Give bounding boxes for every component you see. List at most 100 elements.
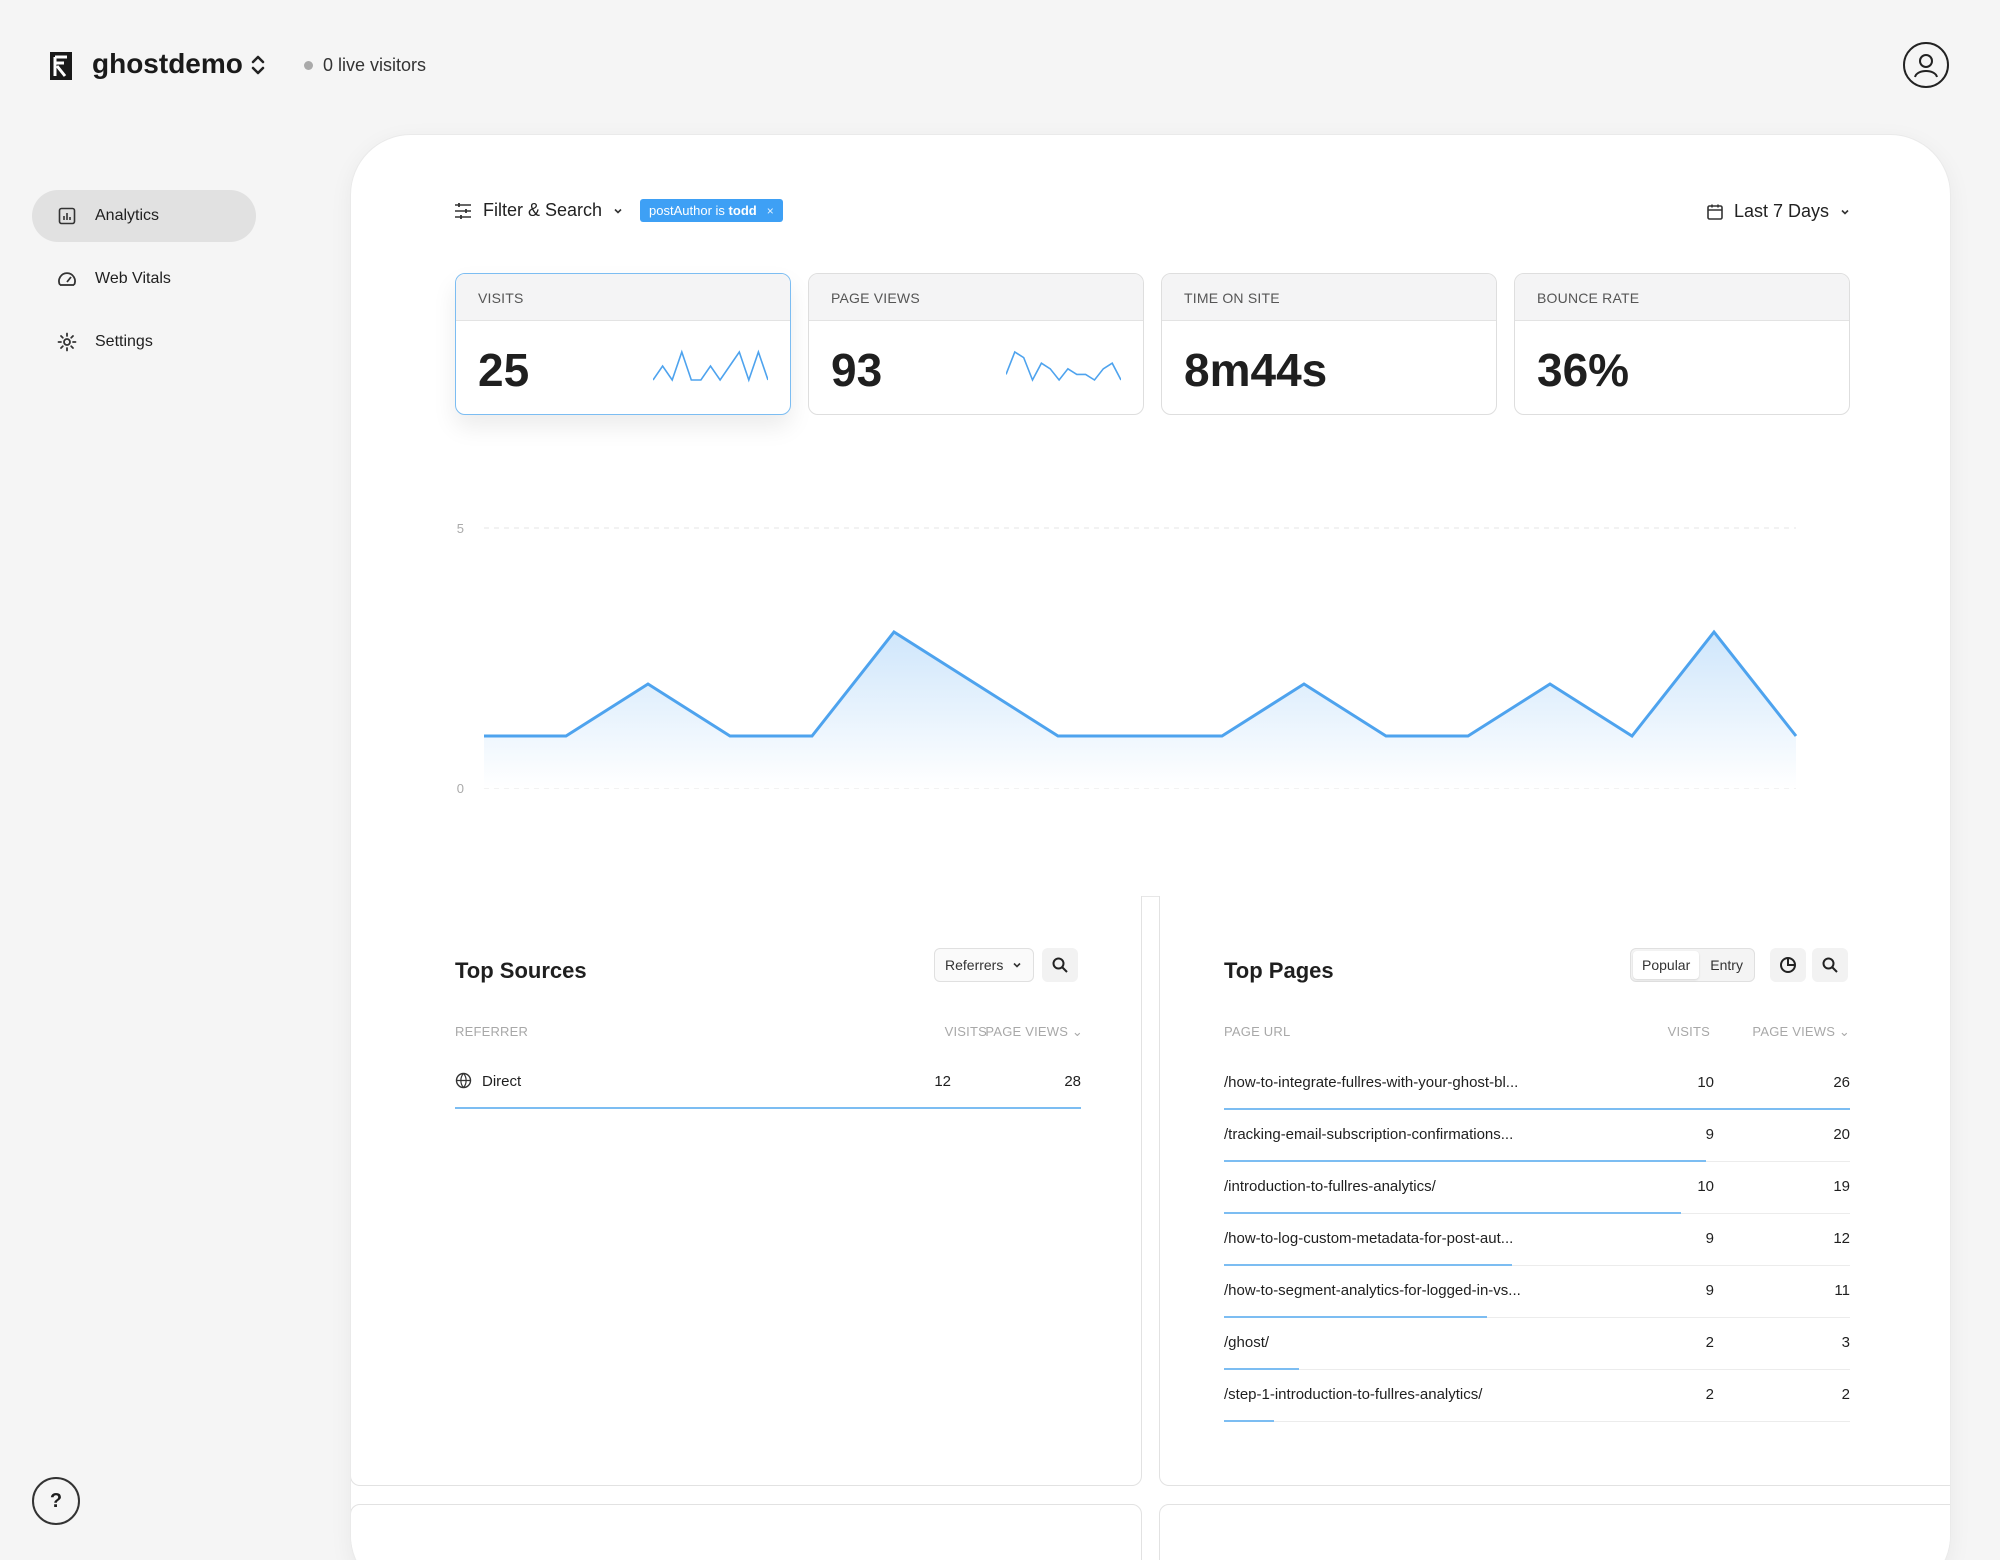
- tab-entry[interactable]: Entry: [1710, 957, 1743, 973]
- bottom-panel-left: [351, 1504, 1142, 1560]
- filter-search-label: Filter & Search: [483, 200, 603, 220]
- data-point[interactable]: [1134, 730, 1146, 742]
- pie-chart-icon: [1780, 957, 1796, 973]
- column-header-visits: VISITS: [1667, 1024, 1710, 1039]
- live-visitors: 0 live visitors: [304, 55, 426, 76]
- sidebar-item-settings[interactable]: Settings: [32, 316, 256, 368]
- column-header-page-url: PAGE URL: [1224, 1024, 1291, 1039]
- visits-value: 2: [1705, 1334, 1714, 1351]
- fullres-logo-icon[interactable]: [48, 50, 74, 82]
- page-views-value: 20: [1833, 1126, 1850, 1143]
- search-sources-button[interactable]: [1042, 948, 1078, 982]
- main-content: Filter & Search postAuthor is todd × Las…: [351, 135, 1950, 1560]
- sidebar-item-analytics[interactable]: Analytics: [32, 190, 256, 242]
- user-icon: [1914, 54, 1938, 78]
- close-icon[interactable]: ×: [766, 203, 774, 218]
- y-tick-label: 5: [457, 521, 464, 536]
- sidebar-item-label: Settings: [95, 333, 153, 350]
- chevron-down-icon: [1013, 962, 1021, 968]
- column-header-page-views[interactable]: PAGE VIEWS ⌄: [979, 1024, 1083, 1040]
- data-point[interactable]: [888, 626, 900, 638]
- data-point[interactable]: [1462, 730, 1474, 742]
- stat-value: 8m44s: [1184, 344, 1328, 396]
- stat-label: BOUNCE RATE: [1515, 274, 1849, 321]
- search-icon: [1052, 957, 1068, 973]
- area-fill: [484, 632, 1796, 788]
- data-point[interactable]: [1052, 730, 1064, 742]
- live-visitors-label: 0 live visitors: [323, 55, 427, 75]
- data-point[interactable]: [478, 730, 490, 742]
- column-header-page-views[interactable]: PAGE VIEWS ⌄: [1742, 1024, 1850, 1040]
- data-point[interactable]: [806, 730, 818, 742]
- data-point[interactable]: [1790, 730, 1802, 742]
- live-status-dot: [304, 61, 313, 70]
- page-views-value: 12: [1833, 1230, 1850, 1247]
- share-bar: [1224, 1420, 1275, 1422]
- section-divider: [351, 896, 1950, 897]
- table-row[interactable]: /ghost/2 3: [1224, 1318, 1850, 1370]
- data-point[interactable]: [724, 730, 736, 742]
- data-point[interactable]: [642, 678, 654, 690]
- sidebar: Analytics Web Vitals Settings: [32, 190, 256, 379]
- data-point[interactable]: [1544, 678, 1556, 690]
- chevron-down-icon: [1841, 209, 1849, 215]
- visits-chart[interactable]: 05Jul 24Jul 24Jul 25Jul 26Jul 26Jul 29: [441, 485, 1841, 815]
- data-point[interactable]: [1216, 730, 1228, 742]
- data-point[interactable]: [560, 730, 572, 742]
- data-point[interactable]: [1380, 730, 1392, 742]
- chevron-up-down-icon[interactable]: [248, 52, 268, 78]
- stat-card-page-views[interactable]: PAGE VIEWS 93: [808, 273, 1144, 415]
- data-point[interactable]: [1298, 678, 1310, 690]
- page-url: /how-to-segment-analytics-for-logged-in-…: [1224, 1282, 1521, 1299]
- date-range-button[interactable]: Last 7 Days: [1706, 201, 1851, 222]
- table-row[interactable]: /how-to-log-custom-metadata-for-post-aut…: [1224, 1214, 1850, 1266]
- column-header-referrer: REFERRER: [455, 1024, 529, 1039]
- data-point[interactable]: [1708, 626, 1720, 638]
- page-url: /how-to-log-custom-metadata-for-post-aut…: [1224, 1230, 1514, 1247]
- stat-label: TIME ON SITE: [1162, 274, 1496, 321]
- top-bar: ghostdemo 0 live visitors: [0, 0, 2000, 130]
- gauge-icon: [57, 269, 77, 289]
- table-row[interactable]: /how-to-segment-analytics-for-logged-in-…: [1224, 1266, 1850, 1318]
- stat-card-bounce-rate[interactable]: BOUNCE RATE 36%: [1514, 273, 1850, 415]
- site-name[interactable]: ghostdemo: [92, 48, 243, 79]
- page-views-value: 28: [1064, 1073, 1081, 1090]
- page-type-toggle: Popular Entry: [1630, 948, 1755, 982]
- table-row[interactable]: /step-1-introduction-to-fullres-analytic…: [1224, 1370, 1850, 1422]
- filter-chip[interactable]: postAuthor is todd ×: [640, 199, 783, 222]
- stat-card-visits[interactable]: VISITS 25: [455, 273, 791, 415]
- page-url: /ghost/: [1224, 1334, 1270, 1351]
- table-row[interactable]: Direct 12 28: [455, 1057, 1081, 1109]
- share-bar: [455, 1107, 1081, 1109]
- chevron-down-icon: ⌄: [1838, 1024, 1850, 1039]
- referrer-name: Direct: [482, 1073, 522, 1090]
- table-row[interactable]: /introduction-to-fullres-analytics/10 19: [1224, 1162, 1850, 1214]
- data-point[interactable]: [1626, 730, 1638, 742]
- sidebar-item-label: Web Vitals: [95, 270, 171, 287]
- page-url: /introduction-to-fullres-analytics/: [1224, 1178, 1436, 1195]
- stat-card-time-on-site[interactable]: TIME ON SITE 8m44s: [1161, 273, 1497, 415]
- page-url: /tracking-email-subscription-confirmatio…: [1224, 1126, 1514, 1143]
- sliders-icon: [455, 202, 471, 219]
- stat-label: PAGE VIEWS: [809, 274, 1143, 321]
- filter-chip-key: postAuthor is: [649, 203, 725, 218]
- stat-value: 93: [831, 344, 883, 396]
- bar-chart-icon: [57, 206, 77, 226]
- user-menu-button[interactable]: [1903, 42, 1949, 88]
- top-pages-title: Top Pages: [1224, 958, 1334, 983]
- table-row[interactable]: /how-to-integrate-fullres-with-your-ghos…: [1224, 1058, 1850, 1110]
- sidebar-item-web-vitals[interactable]: Web Vitals: [32, 253, 256, 305]
- tab-popular[interactable]: Popular: [1633, 951, 1700, 979]
- help-button[interactable]: ?: [32, 1477, 80, 1525]
- data-point[interactable]: [970, 678, 982, 690]
- calendar-icon: [1707, 204, 1723, 220]
- table-row[interactable]: /tracking-email-subscription-confirmatio…: [1224, 1110, 1850, 1162]
- filter-search-button[interactable]: Filter & Search: [453, 200, 624, 221]
- chart-toggle-button[interactable]: [1770, 948, 1806, 982]
- sidebar-item-label: Analytics: [95, 207, 160, 224]
- top-sources-title: Top Sources: [455, 958, 587, 983]
- share-bar: [1224, 1212, 1681, 1214]
- filter-chip-value: todd: [728, 203, 757, 218]
- referrers-select[interactable]: Referrers: [934, 948, 1035, 982]
- search-pages-button[interactable]: [1812, 948, 1848, 982]
